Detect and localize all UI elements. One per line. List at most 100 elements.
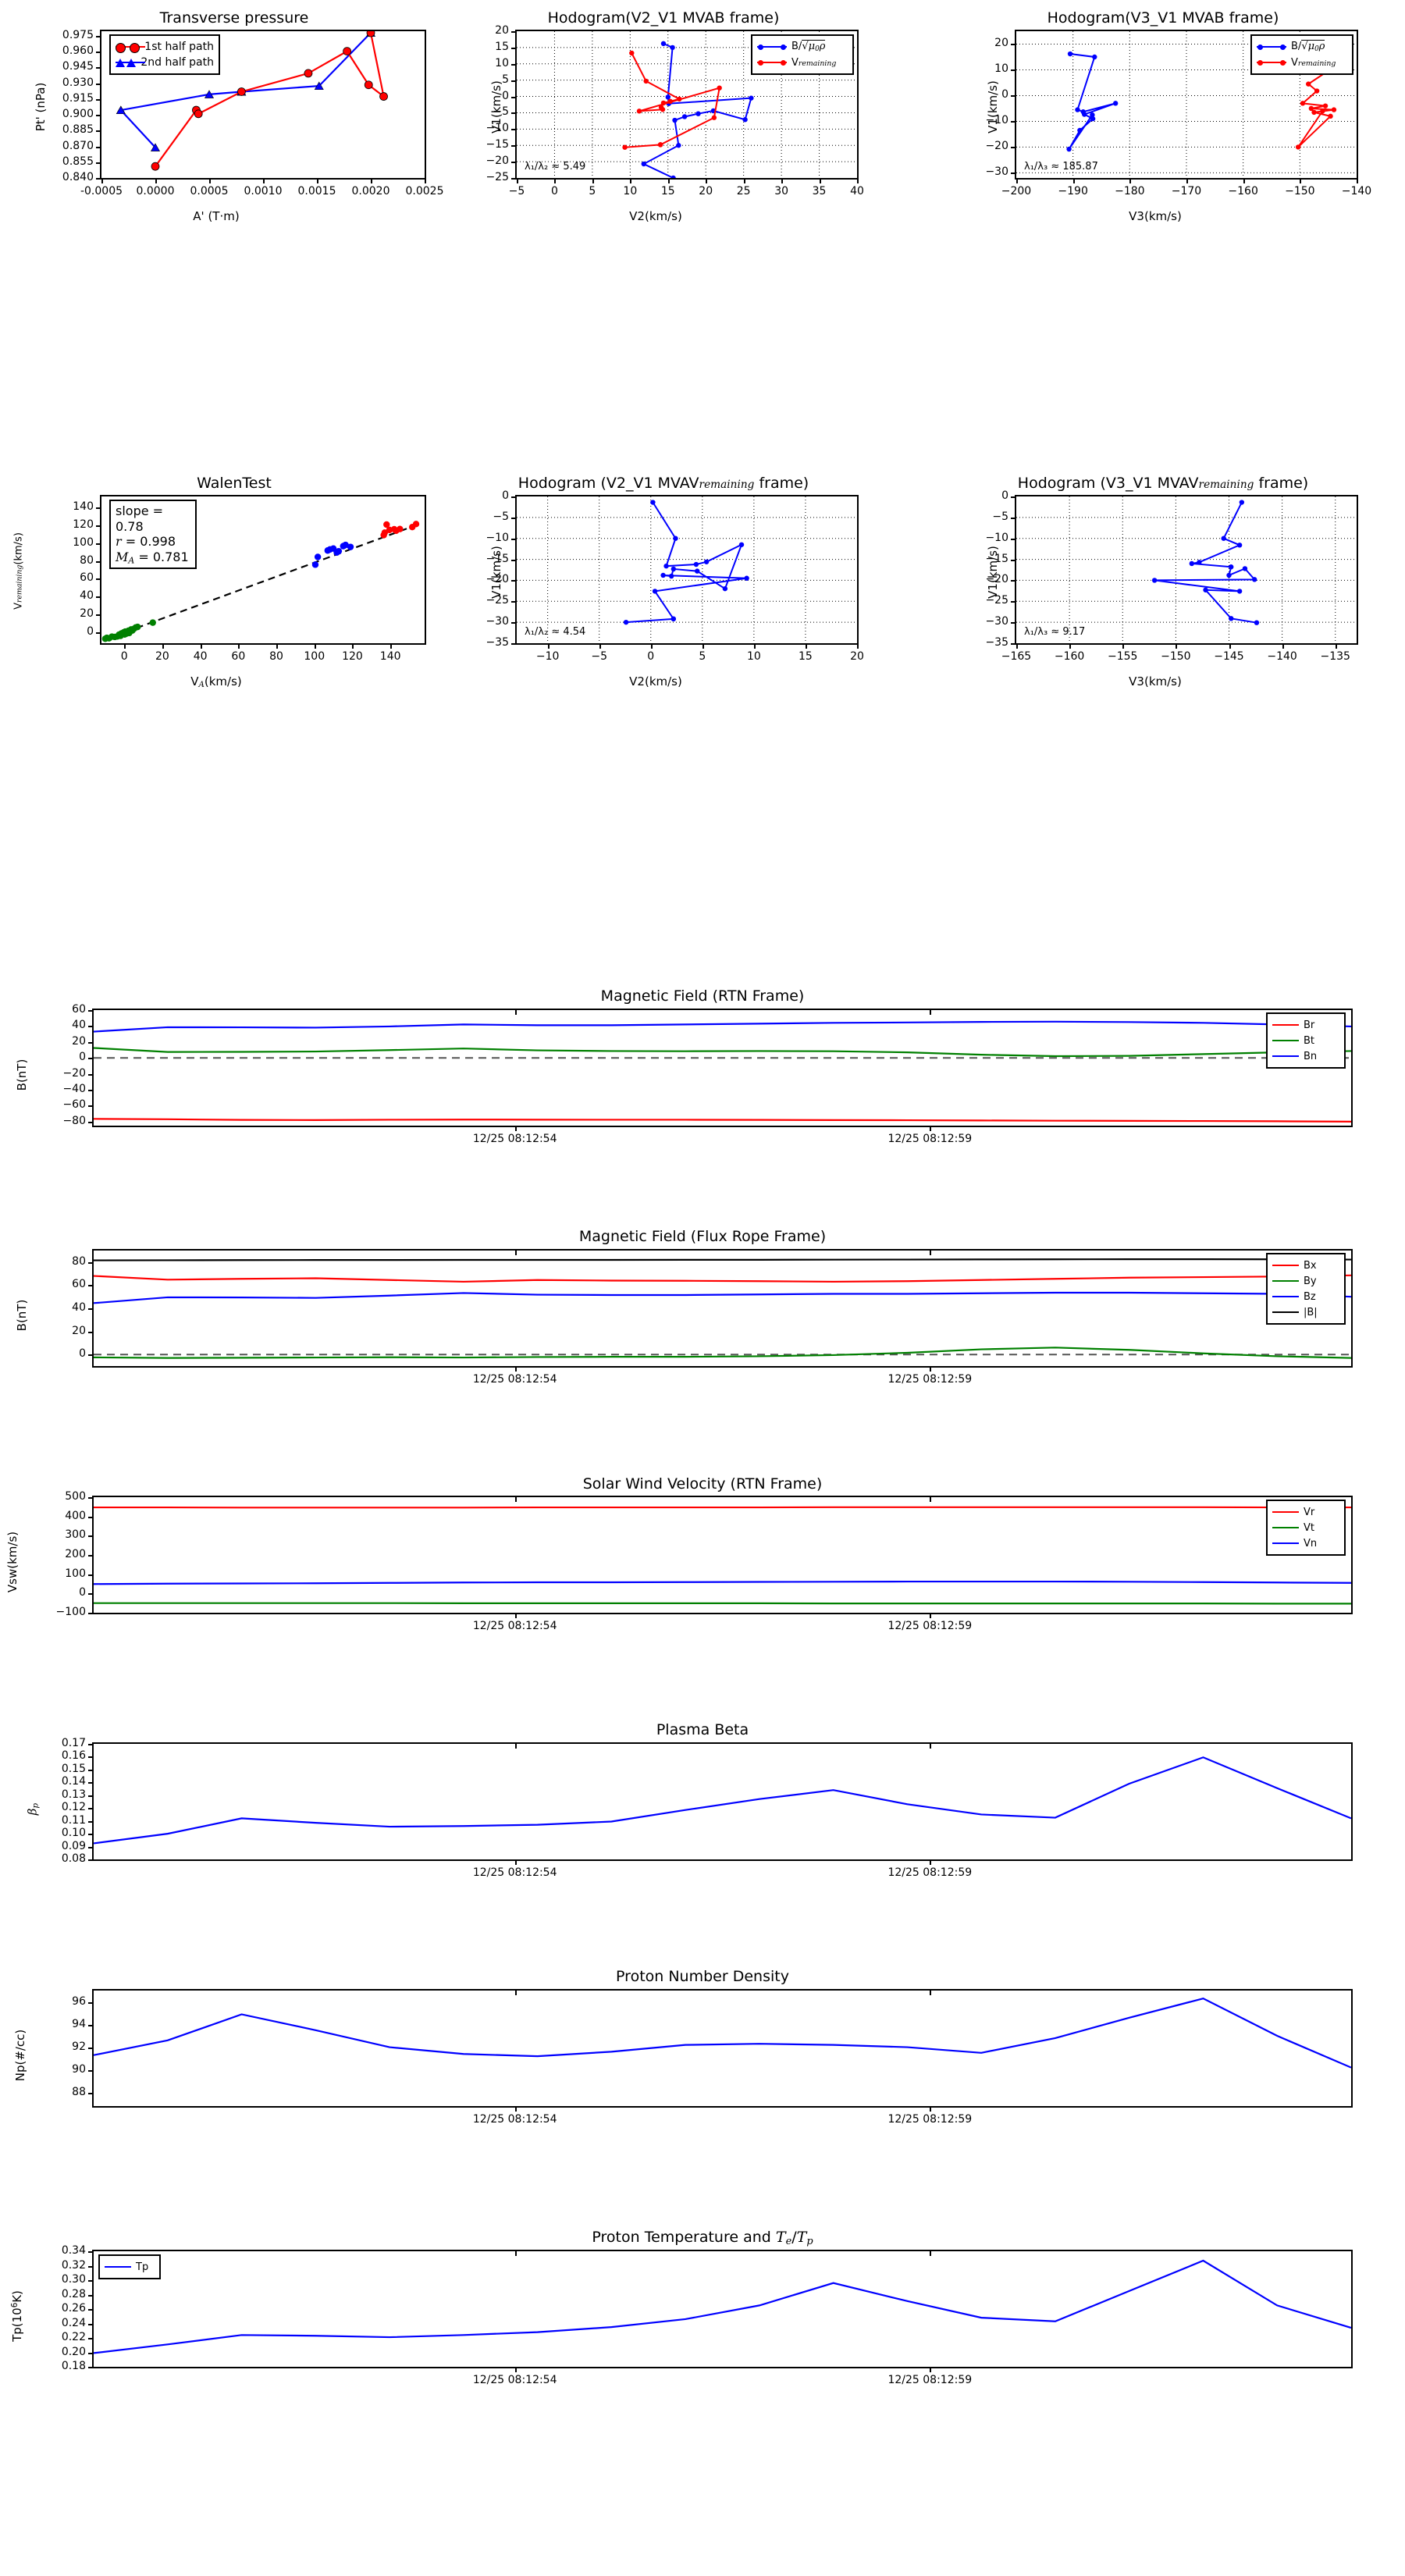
x-axis-tick-mark — [1335, 644, 1337, 649]
x-axis-tick-mark — [1282, 644, 1284, 649]
y-axis-tick-mark — [96, 632, 101, 635]
y-axis-tick-mark — [88, 2280, 93, 2282]
x-axis-tick-mark-top — [930, 1251, 932, 1255]
y-axis-tick-mark — [1011, 147, 1016, 149]
y-axis-tick-mark — [1011, 173, 1016, 175]
y-axis-tick-mark — [96, 115, 101, 117]
y-axis-tick-label: 0.18 — [61, 2360, 86, 2372]
legend-label: Bz — [1304, 1290, 1316, 1303]
plot-area-plasma-beta — [92, 1742, 1353, 1861]
y-axis-tick-mark — [88, 1744, 93, 1745]
x-axis-tick-mark — [930, 1860, 932, 1865]
y-axis-tick-mark — [96, 36, 101, 38]
legend-label: Bt — [1304, 1034, 1315, 1047]
legend-item: B/√μ0ρ — [1257, 39, 1347, 55]
y-axis-tick-label: −35 — [985, 636, 1008, 649]
y-axis-tick-mark — [511, 162, 516, 164]
x-axis-label: V3(km/s) — [1129, 674, 1182, 688]
y-axis-tick-mark — [1011, 622, 1016, 624]
y-axis-tick-mark — [88, 1026, 93, 1028]
y-axis-tick-label: 0.20 — [61, 2345, 86, 2358]
stat-correlation: r = 0.998 — [116, 534, 176, 550]
y-axis-tick-label: −80 — [62, 1114, 86, 1127]
legend-label: 2nd half path — [140, 56, 214, 69]
y-axis-tick-label: −15 — [486, 552, 509, 565]
y-axis-tick-mark — [511, 517, 516, 519]
legend-label: Vr — [1304, 1506, 1315, 1518]
legend-marker-circle — [116, 41, 145, 53]
x-axis-tick-label: −145 — [1214, 650, 1244, 663]
x-axis-tick-mark — [1300, 179, 1302, 183]
legend-hodogram-v3-mvab: B/√μ0ρ Vremaining — [1250, 34, 1353, 75]
legend-line-br — [1272, 1024, 1299, 1026]
y-axis-tick-mark — [88, 1073, 93, 1076]
x-axis-tick-mark — [1129, 179, 1132, 183]
y-axis-tick-mark — [88, 1593, 93, 1596]
x-axis-tick-mark — [753, 644, 756, 649]
y-axis-tick-mark — [88, 2047, 93, 2049]
legend-magnetic-field-rtn: Br Bt Bn — [1266, 1012, 1346, 1069]
plot-area-magnetic-field-flux-rope — [92, 1249, 1353, 1368]
plot-area-solar-wind-velocity — [92, 1496, 1353, 1614]
x-axis-tick-mark — [371, 179, 372, 183]
legend-item: Vn — [1272, 1535, 1339, 1551]
y-axis-tick-mark — [88, 2024, 93, 2026]
x-axis-tick-label: −150 — [1161, 650, 1191, 663]
y-axis-tick-mark — [1011, 496, 1016, 498]
y-axis-tick-mark — [511, 559, 516, 561]
panel-title: Proton Number Density — [616, 1968, 789, 1985]
legend-line-vn — [1272, 1542, 1299, 1544]
x-axis-tick-label: 30 — [774, 185, 789, 197]
x-axis-tick-label: 0.0015 — [297, 185, 336, 197]
legend-item: Br — [1272, 1017, 1339, 1033]
x-axis-tick-label: 12/25 08:12:54 — [472, 1866, 557, 1879]
y-axis-tick-label: 0 — [1001, 88, 1008, 101]
x-axis-tick-mark — [930, 1126, 932, 1131]
x-axis-tick-mark — [930, 1367, 932, 1372]
y-axis-tick-mark — [511, 643, 516, 645]
y-axis-tick-label: 10 — [495, 56, 509, 69]
y-axis-tick-mark — [1011, 95, 1016, 98]
y-axis-tick-mark — [88, 1331, 93, 1333]
plot-area-magnetic-field-rtn — [92, 1009, 1353, 1127]
y-axis-tick-label: 5 — [502, 73, 509, 86]
y-axis-tick-label: −20 — [985, 140, 1008, 153]
x-axis-tick-label: 12/25 08:12:59 — [887, 2374, 973, 2386]
x-axis-tick-label: −160 — [1054, 650, 1085, 663]
x-axis-tick-label: 0 — [647, 650, 655, 663]
legend-label: 1st half path — [144, 41, 214, 53]
y-axis-tick-label: −30 — [985, 615, 1008, 628]
x-axis-tick-label: 5 — [589, 185, 596, 197]
legend-label: Vremaining — [791, 56, 837, 69]
panel-title: WalenTest — [197, 475, 272, 492]
x-axis-tick-mark-top — [514, 1991, 517, 1995]
y-axis-tick-mark — [88, 1808, 93, 1810]
x-axis-tick-mark — [650, 644, 653, 649]
x-axis-tick-label: 12/25 08:12:59 — [887, 1866, 973, 1879]
y-axis-tick-mark — [96, 596, 101, 599]
y-axis-label: Vremaining(km/s) — [12, 532, 25, 610]
y-axis-tick-label: 20 — [72, 1034, 86, 1048]
y-axis-tick-label: 0.11 — [61, 1813, 86, 1827]
y-axis-tick-label: 0.10 — [61, 1827, 86, 1840]
x-axis-tick-mark — [1072, 179, 1075, 183]
y-axis-tick-label: −100 — [55, 1606, 86, 1618]
y-axis-tick-mark — [88, 1354, 93, 1357]
x-axis-tick-label: 12/25 08:12:59 — [887, 1133, 973, 1145]
y-axis-tick-mark — [96, 560, 101, 563]
y-axis-tick-label: 0.17 — [61, 1737, 86, 1749]
y-axis-tick-label: 300 — [65, 1528, 86, 1542]
x-axis-tick-mark — [514, 1367, 517, 1372]
x-axis-tick-label: 20 — [699, 185, 713, 197]
y-axis-tick-mark — [88, 1105, 93, 1108]
x-axis-tick-mark — [667, 179, 670, 183]
x-axis-tick-label: 0.0010 — [244, 185, 283, 197]
plot-area-proton-temperature — [92, 2250, 1353, 2368]
y-axis-tick-mark — [96, 130, 101, 133]
x-axis-tick-label: 40 — [850, 185, 864, 197]
y-axis-tick-label: 0.14 — [61, 1775, 86, 1788]
x-axis-tick-label: 80 — [269, 650, 283, 663]
x-axis-tick-mark — [517, 179, 518, 183]
y-axis-tick-label: −40 — [62, 1083, 86, 1096]
y-axis-tick-mark — [96, 578, 101, 581]
